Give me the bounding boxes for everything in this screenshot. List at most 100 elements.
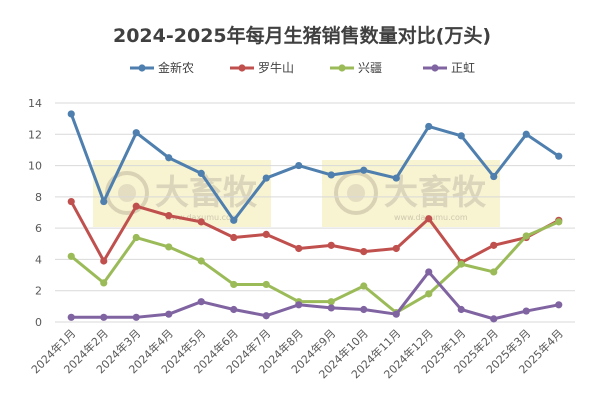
legend-item: 金新农	[130, 60, 194, 75]
y-tick-label: 14	[28, 97, 42, 110]
data-point	[522, 130, 530, 138]
data-point	[197, 298, 205, 306]
data-point	[230, 216, 238, 224]
data-point	[327, 304, 335, 312]
data-point	[230, 280, 238, 289]
series-line	[71, 270, 560, 321]
series-line	[70, 220, 560, 315]
legend-label: 正虹	[451, 61, 475, 75]
data-point	[327, 298, 335, 306]
data-point	[100, 197, 108, 206]
data-point	[490, 268, 498, 276]
series-line	[69, 200, 560, 265]
data-point	[132, 233, 140, 242]
legend-label: 金新农	[158, 60, 194, 75]
data-point	[457, 260, 465, 268]
data-point	[522, 307, 530, 315]
series	[67, 268, 563, 323]
data-point	[425, 122, 433, 131]
x-axis: 2024年1月2024年2月2024年3月2024年4月2024年5月2024年…	[28, 326, 566, 381]
data-point	[132, 202, 140, 210]
data-point	[67, 197, 75, 206]
series	[67, 110, 563, 224]
y-tick-label: 0	[35, 316, 42, 329]
y-tick-label: 6	[35, 222, 42, 235]
y-tick-label: 4	[35, 253, 42, 266]
data-point	[132, 313, 140, 321]
data-point	[262, 280, 270, 289]
data-point	[490, 315, 498, 323]
legend: 金新农 罗牛山 兴疆 正虹	[130, 60, 475, 75]
data-point	[100, 257, 108, 265]
data-point	[360, 305, 368, 314]
watermark-site: www.daxumu.com	[165, 213, 239, 222]
legend-label: 兴疆	[358, 61, 382, 75]
data-point	[295, 301, 303, 309]
data-point	[197, 257, 205, 265]
y-axis: 0 2 4 6 8 10 12 14	[28, 97, 42, 329]
data-point	[425, 215, 433, 223]
data-point	[197, 169, 205, 177]
y-tick-label: 2	[35, 285, 42, 298]
data-point	[230, 305, 238, 314]
data-point	[360, 166, 368, 174]
data-point	[490, 241, 498, 249]
legend-item: 罗牛山	[230, 60, 294, 75]
series	[67, 218, 563, 317]
data-point	[262, 174, 270, 182]
data-point	[262, 312, 270, 320]
chart-title: 2024-2025年每月生猪销售数量对比(万头)	[113, 24, 491, 47]
data-point	[67, 313, 75, 321]
data-point	[197, 218, 205, 226]
gridlines	[55, 102, 575, 323]
series-layer	[67, 110, 563, 323]
data-point	[327, 241, 335, 249]
data-point	[230, 233, 238, 242]
data-point	[360, 248, 368, 256]
data-point	[490, 172, 498, 181]
legend-item: 正虹	[423, 61, 475, 75]
data-point	[392, 310, 400, 318]
data-point	[425, 268, 433, 276]
data-point	[132, 129, 140, 137]
data-point	[165, 243, 173, 251]
data-point	[295, 244, 303, 253]
watermark-brand: 大畜牧	[384, 173, 487, 213]
data-point	[457, 305, 465, 314]
data-point	[67, 252, 75, 260]
watermark-logo-dot	[347, 184, 365, 202]
y-tick-label: 8	[35, 191, 42, 204]
watermark-logo-icon	[334, 171, 378, 215]
legend-marker	[138, 64, 146, 72]
data-point	[295, 161, 303, 170]
data-point	[165, 154, 173, 162]
data-point	[392, 174, 400, 182]
data-point	[360, 282, 368, 290]
data-point	[555, 301, 563, 309]
series-line	[69, 113, 560, 222]
data-point	[67, 110, 75, 118]
data-point	[262, 230, 270, 238]
data-point	[425, 290, 433, 298]
data-point	[100, 279, 108, 287]
watermark-logo-dot	[118, 184, 136, 202]
data-point	[327, 171, 335, 179]
data-point	[165, 310, 173, 318]
data-point	[555, 218, 563, 226]
legend-marker	[238, 64, 246, 72]
y-tick-label: 12	[28, 128, 42, 141]
data-point	[555, 152, 563, 160]
data-point	[522, 232, 530, 240]
data-point	[457, 132, 465, 140]
legend-label: 罗牛山	[258, 60, 294, 75]
data-point	[165, 212, 173, 220]
legend-item: 兴疆	[330, 61, 382, 75]
y-tick-label: 10	[28, 160, 42, 173]
legend-marker	[338, 64, 346, 72]
data-point	[100, 313, 108, 321]
